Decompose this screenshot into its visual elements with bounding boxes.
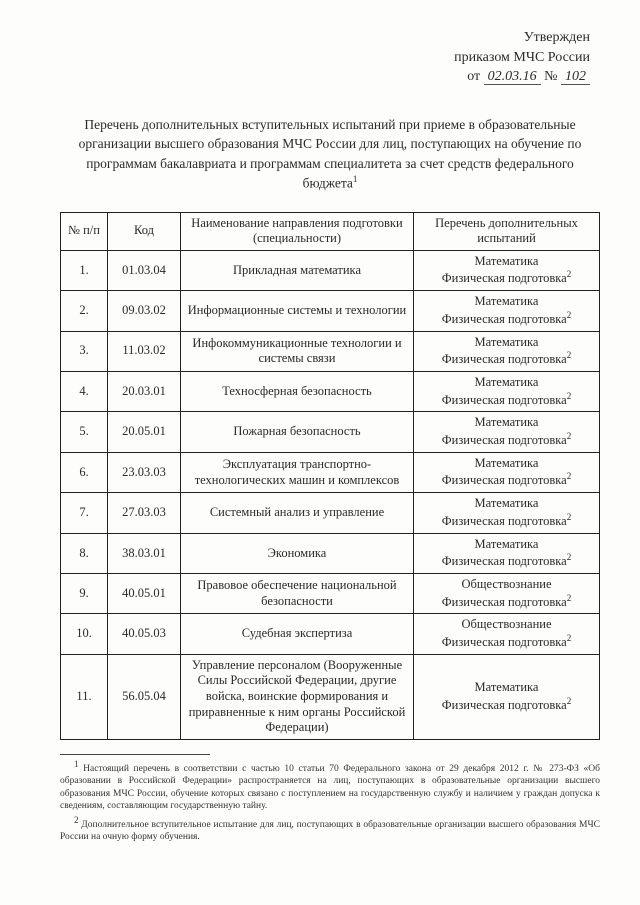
header-code: Код [108, 212, 181, 250]
cell-code: 09.03.02 [108, 291, 181, 331]
cell-n: 3. [61, 331, 108, 371]
table-row: 8.38.03.01ЭкономикаМатематикаФизическая … [61, 533, 600, 573]
approval-number: 102 [561, 69, 590, 85]
cell-name: Прикладная математика [181, 250, 414, 290]
table-row: 1.01.03.04Прикладная математикаМатематик… [61, 250, 600, 290]
document-page: Утвержден приказом МЧС России от 02.03.1… [0, 0, 640, 905]
cell-name: Пожарная безопасность [181, 412, 414, 452]
cell-n: 1. [61, 250, 108, 290]
cell-n: 5. [61, 412, 108, 452]
table-row: 4.20.03.01Техносферная безопасностьМатем… [61, 372, 600, 412]
header-name: Наименование направления подготовки (спе… [181, 212, 414, 250]
cell-n: 6. [61, 452, 108, 492]
table-row: 6.23.03.03Эксплуатация транспортно-техно… [61, 452, 600, 492]
cell-tests: МатематикаФизическая подготовка2 [414, 452, 600, 492]
cell-n: 9. [61, 574, 108, 614]
cell-code: 38.03.01 [108, 533, 181, 573]
approval-line1: Утвержден [60, 28, 590, 48]
cell-n: 2. [61, 291, 108, 331]
cell-n: 8. [61, 533, 108, 573]
cell-code: 20.05.01 [108, 412, 181, 452]
table-row: 10.40.05.03Судебная экспертизаОбществозн… [61, 614, 600, 654]
cell-tests: МатематикаФизическая подготовка2 [414, 493, 600, 533]
table-row: 11.56.05.04Управление персоналом (Вооруж… [61, 654, 600, 739]
cell-name: Системный анализ и управление [181, 493, 414, 533]
cell-n: 4. [61, 372, 108, 412]
cell-name: Экономика [181, 533, 414, 573]
document-title: Перечень дополнительных вступительных ис… [70, 115, 590, 194]
footnote-1: 1 Настоящий перечень в соответствии с ча… [60, 759, 600, 813]
approval-line2: приказом МЧС России [60, 48, 590, 68]
main-table: № п/п Код Наименование направления подго… [60, 212, 600, 740]
cell-n: 11. [61, 654, 108, 739]
cell-code: 56.05.04 [108, 654, 181, 739]
approval-date: 02.03.16 [484, 69, 541, 85]
table-row: 3.11.03.02Инфокоммуникационные технологи… [61, 331, 600, 371]
cell-name: Управление персоналом (Вооруженные Силы … [181, 654, 414, 739]
cell-name: Инфокоммуникационные технологии и систем… [181, 331, 414, 371]
table-row: 5.20.05.01Пожарная безопасностьМатематик… [61, 412, 600, 452]
cell-code: 40.05.01 [108, 574, 181, 614]
cell-n: 10. [61, 614, 108, 654]
header-tests: Перечень дополнительных испытаний [414, 212, 600, 250]
cell-code: 20.03.01 [108, 372, 181, 412]
cell-code: 40.05.03 [108, 614, 181, 654]
approval-block: Утвержден приказом МЧС России от 02.03.1… [60, 28, 600, 87]
footnotes-block: 1 Настоящий перечень в соответствии с ча… [60, 759, 600, 843]
cell-tests: МатематикаФизическая подготовка2 [414, 372, 600, 412]
cell-code: 11.03.02 [108, 331, 181, 371]
footnote-2: 2 Дополнительное вступительное испытание… [60, 815, 600, 844]
cell-tests: ОбществознаниеФизическая подготовка2 [414, 614, 600, 654]
cell-name: Эксплуатация транспортно-технологических… [181, 452, 414, 492]
cell-n: 7. [61, 493, 108, 533]
cell-name: Правовое обеспечение национальной безопа… [181, 574, 414, 614]
cell-code: 27.03.03 [108, 493, 181, 533]
cell-tests: ОбществознаниеФизическая подготовка2 [414, 574, 600, 614]
table-header-row: № п/п Код Наименование направления подго… [61, 212, 600, 250]
cell-tests: МатематикаФизическая подготовка2 [414, 291, 600, 331]
table-row: 2.09.03.02Информационные системы и техно… [61, 291, 600, 331]
cell-code: 23.03.03 [108, 452, 181, 492]
cell-tests: МатематикаФизическая подготовка2 [414, 533, 600, 573]
cell-name: Техносферная безопасность [181, 372, 414, 412]
cell-tests: МатематикаФизическая подготовка2 [414, 412, 600, 452]
cell-tests: МатематикаФизическая подготовка2 [414, 331, 600, 371]
approval-line3: от 02.03.16 № 102 [60, 67, 590, 87]
header-n: № п/п [61, 212, 108, 250]
cell-code: 01.03.04 [108, 250, 181, 290]
cell-tests: МатематикаФизическая подготовка2 [414, 250, 600, 290]
cell-tests: МатематикаФизическая подготовка2 [414, 654, 600, 739]
table-row: 7.27.03.03Системный анализ и управлениеМ… [61, 493, 600, 533]
footnote-divider [60, 754, 210, 755]
cell-name: Информационные системы и технологии [181, 291, 414, 331]
table-row: 9.40.05.01Правовое обеспечение националь… [61, 574, 600, 614]
cell-name: Судебная экспертиза [181, 614, 414, 654]
